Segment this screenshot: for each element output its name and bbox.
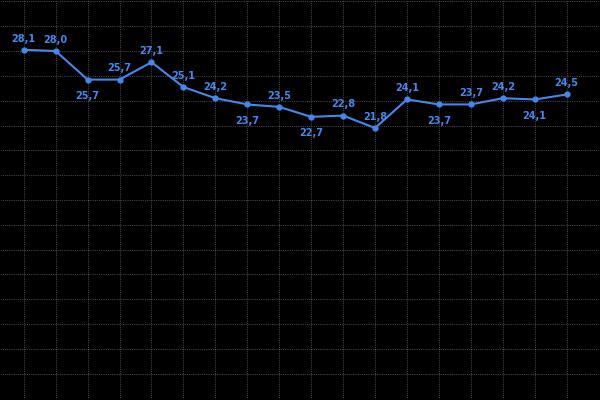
Text: 23,7: 23,7 bbox=[235, 116, 259, 126]
Text: 24,5: 24,5 bbox=[554, 78, 578, 88]
Text: 25,1: 25,1 bbox=[172, 71, 196, 81]
Text: 25,7: 25,7 bbox=[107, 63, 131, 73]
Text: 21,8: 21,8 bbox=[363, 112, 387, 122]
Text: 25,7: 25,7 bbox=[76, 91, 100, 101]
Text: 28,1: 28,1 bbox=[11, 34, 36, 44]
Text: 23,7: 23,7 bbox=[427, 116, 451, 126]
Text: 22,8: 22,8 bbox=[331, 99, 355, 109]
Text: 23,5: 23,5 bbox=[267, 91, 291, 101]
Text: 22,7: 22,7 bbox=[299, 128, 323, 138]
Text: 24,1: 24,1 bbox=[523, 111, 547, 121]
Text: 24,2: 24,2 bbox=[203, 82, 227, 92]
Text: 24,2: 24,2 bbox=[491, 82, 515, 92]
Text: 28,0: 28,0 bbox=[44, 35, 68, 45]
Text: 24,1: 24,1 bbox=[395, 83, 419, 93]
Text: 27,1: 27,1 bbox=[139, 46, 163, 56]
Text: 23,7: 23,7 bbox=[459, 88, 483, 98]
